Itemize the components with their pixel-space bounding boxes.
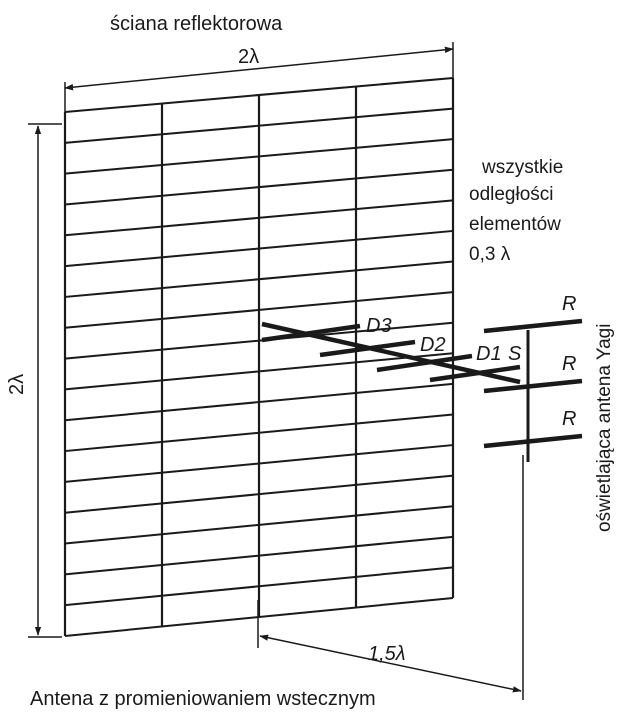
yagi-antenna: D3 D2 D1 S R R R	[261, 293, 583, 462]
reflector-r-middle	[483, 378, 583, 394]
label-d3: D3	[366, 315, 392, 337]
grid-horizontal-line	[64, 413, 454, 453]
grid-horizontal-line	[64, 229, 454, 268]
director-d2	[319, 339, 416, 358]
reflector-wall-title: ściana reflektorowa	[110, 13, 283, 35]
spacing-note: wszystkie odległości elementów 0,3 λ	[469, 157, 563, 265]
label-s: S	[508, 343, 522, 365]
grid-horizontal-line	[64, 444, 454, 483]
grid-horizontal-line	[64, 535, 454, 576]
height-label: 2λ	[6, 374, 28, 395]
reflector-r-bottom	[483, 433, 583, 449]
director-d3	[261, 323, 361, 343]
driven-element-s	[429, 364, 521, 383]
grid-horizontal-line	[64, 168, 454, 206]
note-line-4: 0,3 λ	[469, 244, 511, 265]
width-dimension: 2λ	[64, 42, 454, 112]
height-dimension: 2λ	[6, 123, 62, 638]
note-line-1: wszystkie	[481, 157, 563, 178]
grid-horizontal-line	[64, 199, 454, 237]
label-r-top: R	[562, 293, 576, 315]
director-d1	[376, 353, 473, 373]
label-d1: D1	[476, 343, 502, 365]
width-label: 2λ	[238, 46, 259, 68]
label-r-middle: R	[562, 353, 576, 375]
distance-label: 1,5λ	[368, 643, 406, 665]
grid-horizontal-line	[64, 505, 454, 545]
grid-horizontal-line	[64, 566, 454, 607]
label-d2: D2	[420, 334, 446, 356]
grid-horizontal-line	[64, 382, 454, 422]
label-r-bottom: R	[562, 408, 576, 430]
grid-horizontal-line	[64, 597, 454, 637]
yagi-side-label: oświetlająca antena Yagi	[594, 324, 615, 532]
grid-horizontal-line	[64, 474, 454, 514]
grid-horizontal-line	[64, 107, 454, 144]
figure-caption: Antena z promieniowaniem wstecznym	[30, 688, 376, 710]
reflector-grid	[63, 77, 455, 637]
reflector-r-top	[483, 318, 583, 334]
grid-horizontal-line	[64, 138, 454, 175]
grid-horizontal-line	[64, 352, 454, 391]
grid-horizontal-line	[64, 291, 454, 329]
grid-horizontal-line	[64, 260, 454, 298]
note-line-2: odległości	[469, 184, 554, 205]
distance-dimension: 1,5λ	[257, 455, 524, 700]
grid-horizontal-line	[64, 321, 454, 360]
note-line-3: elementów	[469, 214, 561, 235]
grid-horizontal-line	[64, 77, 454, 113]
